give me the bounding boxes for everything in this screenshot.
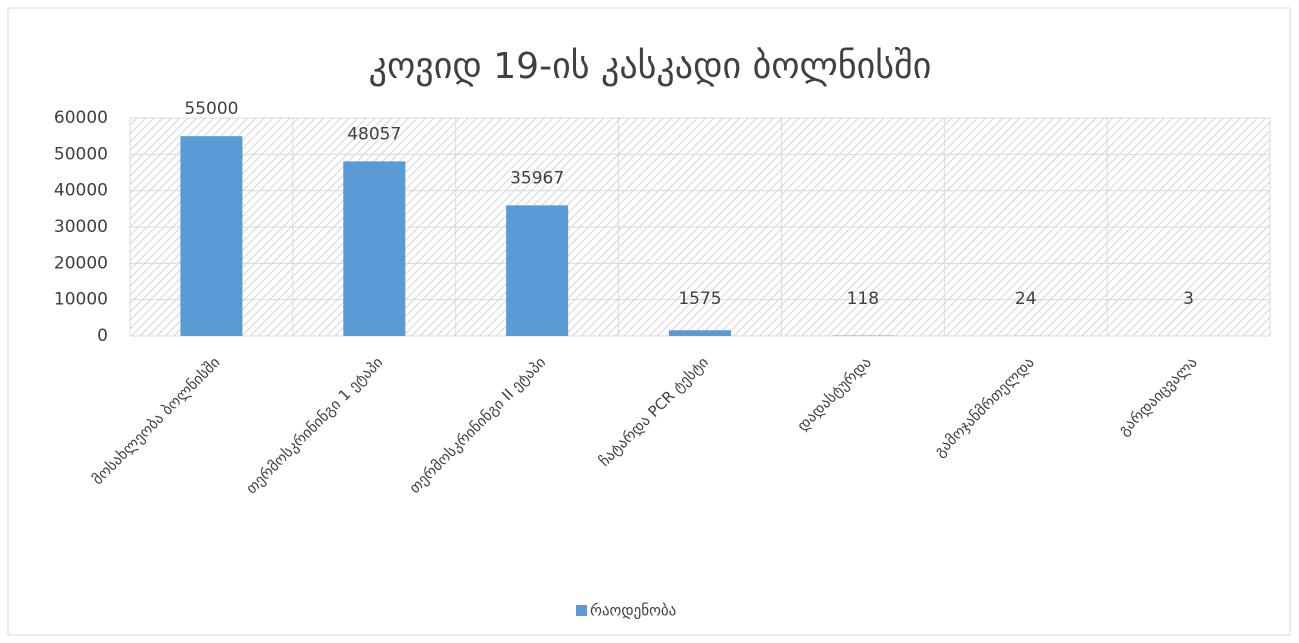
data-label: 118 bbox=[847, 289, 879, 309]
data-label: 1575 bbox=[678, 289, 721, 309]
data-label: 3 bbox=[1183, 289, 1194, 309]
y-tick-label: 10000 bbox=[54, 290, 108, 310]
data-label: 35967 bbox=[510, 168, 564, 188]
y-tick-label: 0 bbox=[97, 326, 108, 346]
bar bbox=[506, 205, 569, 336]
y-tick-label: 20000 bbox=[54, 253, 108, 273]
chart-title: კოვიდ 19-ის კასკადი ბოლნისში bbox=[369, 46, 932, 87]
data-label: 24 bbox=[1015, 289, 1037, 309]
y-tick-label: 40000 bbox=[54, 181, 108, 201]
data-label: 48057 bbox=[347, 124, 401, 144]
legend-swatch bbox=[576, 605, 587, 616]
legend-label: რაოდენობა bbox=[590, 602, 676, 620]
y-tick-label: 50000 bbox=[54, 144, 108, 164]
y-tick-label: 30000 bbox=[54, 217, 108, 237]
data-label: 55000 bbox=[184, 99, 238, 119]
y-tick-label: 60000 bbox=[54, 108, 108, 128]
bar bbox=[343, 161, 406, 336]
bar bbox=[669, 330, 731, 336]
bar bbox=[180, 136, 243, 336]
